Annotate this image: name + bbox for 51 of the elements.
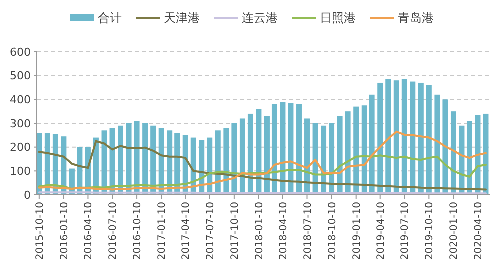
y-tick-label: 100 (10, 165, 31, 178)
x-tick-label: 2018-10-10 (327, 202, 338, 260)
bar (256, 109, 262, 195)
x-tick-label: 2020-04-10 (473, 202, 484, 260)
bar (442, 100, 448, 195)
bar (240, 118, 246, 195)
legend-label: 合计 (98, 11, 122, 26)
bar (248, 114, 254, 195)
bar (410, 82, 416, 195)
x-tick-label: 2019-07-10 (400, 202, 412, 260)
y-tick-label: 600 (10, 46, 31, 59)
x-tick-label: 2017-01-10 (157, 202, 168, 260)
bar (426, 85, 432, 195)
x-tick-label: 2017-10-10 (230, 202, 241, 260)
x-tick-label: 2017-07-10 (205, 202, 216, 260)
y-tick-label: 400 (10, 94, 31, 107)
x-tick-label: 2018-04-10 (278, 202, 290, 260)
legend-label: 日照港 (320, 11, 356, 26)
x-tick-label: 2020-01-10 (449, 202, 460, 260)
x-tick-label: 2016-04-10 (84, 202, 95, 260)
x-tick-label: 2016-07-10 (108, 202, 119, 260)
bar (394, 80, 400, 195)
bar (402, 79, 408, 195)
y-tick-label: 0 (24, 188, 31, 202)
bar (280, 102, 286, 195)
x-tick-label: 2018-07-10 (302, 202, 314, 260)
y-tick-label: 300 (10, 117, 31, 130)
x-tick-label: 2015-10-10 (34, 202, 46, 260)
y-tick-label: 500 (10, 70, 31, 83)
bar (369, 94, 375, 195)
line-series (38, 140, 487, 191)
legend-label: 连云港 (242, 11, 278, 26)
bar (354, 106, 360, 195)
x-tick-label: 2019-10-10 (424, 202, 436, 260)
x-tick-label: 2016-01-10 (59, 202, 70, 260)
x-tick-label: 2019-04-10 (376, 202, 387, 260)
bar (288, 103, 294, 195)
bar (378, 82, 384, 195)
x-tick-label: 2018-01-10 (254, 202, 266, 260)
x-tick-label: 2016-10-10 (132, 202, 144, 260)
y-tick-label: 200 (10, 141, 31, 154)
bar (386, 79, 392, 195)
line-series (38, 154, 487, 190)
x-tick-label: 2017-04-10 (181, 202, 192, 260)
legend-label: 天津港 (164, 11, 200, 26)
bar (296, 104, 302, 195)
line-series (38, 130, 487, 191)
legend-label: 青岛港 (398, 11, 434, 26)
x-tick-label: 2019-01-10 (352, 202, 363, 260)
bar (418, 82, 424, 195)
bar (264, 116, 270, 195)
